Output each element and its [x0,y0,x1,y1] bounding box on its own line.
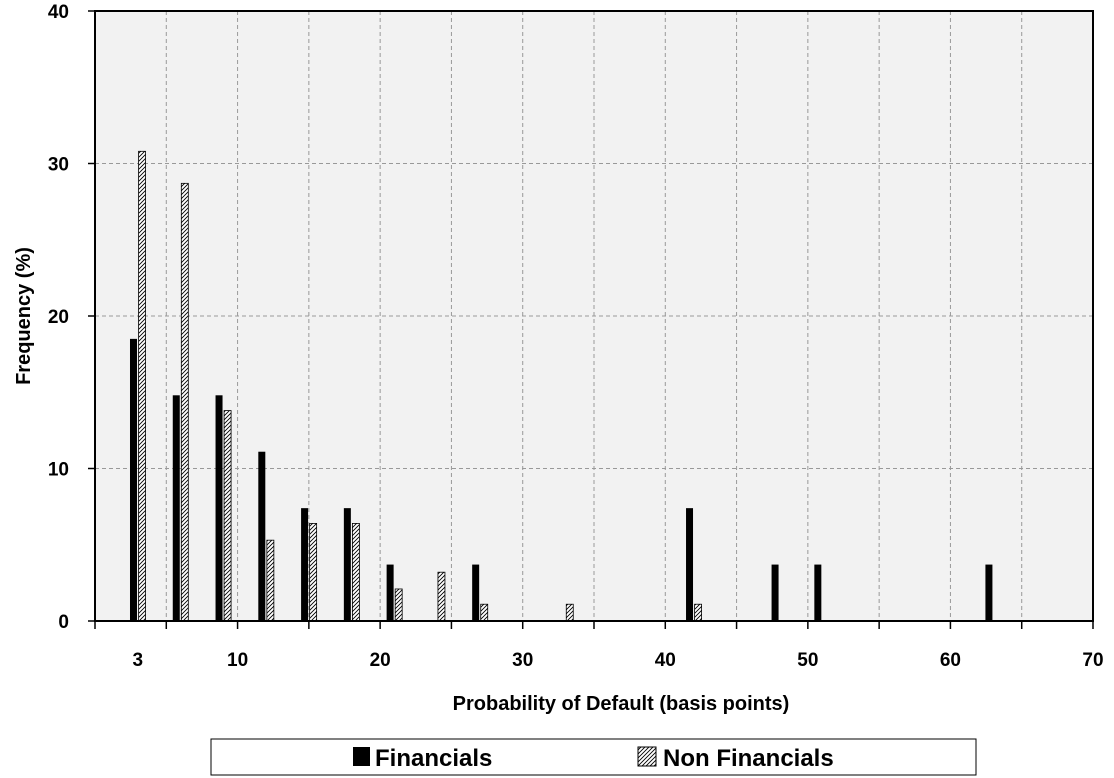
x-axis-title: Probability of Default (basis points) [453,693,790,715]
bar-non-financials [138,150,146,622]
x-tick-label: 10 [227,650,248,671]
x-tick-label: 3 [132,650,143,671]
bar-non-financials [309,523,318,622]
grid-lines [95,11,1093,621]
bar-financials [814,564,822,621]
bar-non-financials [266,539,275,622]
legend-box [210,738,977,776]
legend-label-financials: Financials [375,745,492,772]
bar-financials [472,564,480,621]
bar-non-financials [437,571,446,622]
bar-non-financials [480,603,489,622]
x-tick-label: 20 [370,650,391,671]
y-axis-title: Frequency (%) [13,247,35,385]
bar-non-financials [565,603,574,622]
bar-financials [172,395,180,621]
bar-financials [343,508,351,621]
bar-financials [258,451,266,621]
x-tick-label: 40 [655,650,676,671]
legend: Financials Non Financials [210,738,977,776]
bar-financials [386,564,394,621]
bar-non-financials [694,603,702,622]
y-tick-label: 30 [48,155,69,176]
bar-non-financials [180,182,189,622]
x-tick-label: 50 [797,650,818,671]
bar-financials [985,564,993,621]
y-tick-label: 10 [48,460,69,481]
x-tick-label: 60 [940,650,961,671]
y-tick-label: 40 [48,2,69,23]
x-tick-label: 30 [512,650,533,671]
bar-financials [686,508,694,621]
y-tick-label: 20 [48,307,69,328]
bars [129,150,993,622]
legend-swatch-financials [353,747,370,766]
bar-non-financials [223,410,232,622]
axes: 3 10 20 30 40 50 60 70 0 10 20 30 40 [48,2,1104,671]
legend-swatch-non-financials [637,746,657,767]
bar-financials [771,564,779,621]
legend-label-non-financials: Non Financials [663,745,834,772]
x-tick-label: 70 [1082,650,1103,671]
bar-financials [301,508,309,621]
bar-non-financials [352,523,360,622]
y-tick-label: 0 [58,612,69,633]
bar-financials [215,395,223,621]
bar-non-financials [394,588,403,622]
bar-financials [129,338,137,621]
